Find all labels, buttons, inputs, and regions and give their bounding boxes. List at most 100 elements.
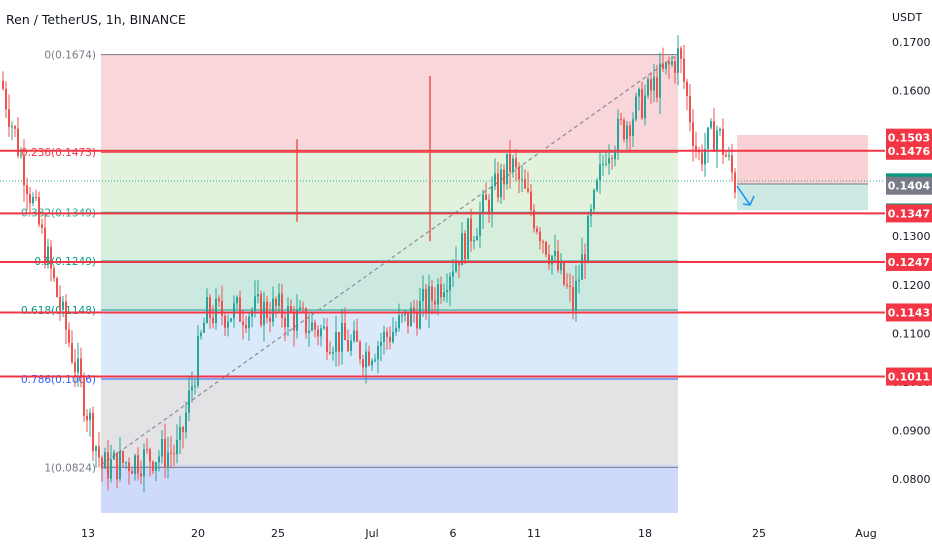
support-resistance-lines[interactable]: [0, 149, 885, 378]
candle-body: [359, 341, 361, 360]
candle-body: [425, 288, 427, 314]
fib-zone-05-0618: [101, 260, 678, 309]
candle-body: [161, 438, 163, 457]
candle-body: [296, 310, 298, 331]
candle-body: [8, 109, 10, 127]
candle-body: [164, 438, 166, 467]
candle-body: [527, 188, 529, 192]
candle-body: [323, 326, 325, 329]
candle-body: [137, 455, 139, 474]
candle-body: [644, 95, 646, 119]
candle-body: [596, 180, 598, 191]
candle-body: [92, 412, 94, 451]
candle-body: [383, 331, 385, 342]
candle-body: [26, 185, 28, 195]
short-position-tool[interactable]: [737, 135, 868, 210]
candle-body: [95, 446, 97, 451]
price-badge-label: 0.1503: [888, 132, 930, 145]
candle-body: [692, 122, 694, 146]
candle-body: [236, 297, 238, 304]
price-unit-label: USDT: [892, 11, 923, 24]
candle-body: [716, 130, 718, 152]
candle-body: [320, 328, 322, 337]
candle-body: [620, 118, 622, 120]
candle-body: [83, 377, 85, 416]
candle-body: [401, 314, 403, 316]
candle-body: [74, 362, 76, 373]
candle-body: [98, 446, 100, 458]
candle-body: [599, 164, 601, 181]
candle-body: [143, 449, 145, 477]
candle-body: [575, 280, 577, 310]
candle-body: [5, 88, 7, 110]
candle-body: [593, 190, 595, 210]
candle-body: [704, 148, 706, 165]
candle-body: [134, 455, 136, 474]
candle-body: [53, 268, 55, 279]
candle-body: [281, 293, 283, 318]
candle-body: [434, 300, 436, 305]
candle-body: [623, 119, 625, 140]
candle-body: [416, 313, 418, 329]
candle-body: [395, 328, 397, 333]
candle-body: [191, 386, 193, 391]
candle-body: [530, 191, 532, 210]
candle-body: [32, 197, 34, 204]
time-axis[interactable]: 13 20 25 Jul 6 11 18 25 Aug: [81, 527, 877, 540]
candle-body: [50, 246, 52, 269]
candle-body: [446, 290, 448, 293]
candle-body: [707, 127, 709, 149]
fib-trend-line[interactable]: [100, 53, 679, 466]
candle-body: [329, 352, 331, 354]
candle-body: [512, 158, 514, 172]
candle-body: [713, 121, 715, 152]
candle-body: [413, 307, 415, 314]
candle-body: [653, 77, 655, 91]
candle-body: [122, 451, 124, 463]
candle-body: [140, 473, 142, 477]
candle-body: [257, 294, 259, 297]
candle-body: [494, 173, 496, 187]
candle-body: [572, 286, 574, 310]
candle-body: [695, 145, 697, 152]
price-badge: [886, 367, 932, 386]
candle-body: [173, 453, 175, 455]
candle-body: [149, 449, 151, 462]
candle-body: [80, 358, 82, 378]
candle-body: [305, 308, 307, 333]
candle-body: [473, 240, 475, 242]
candle-body: [293, 312, 295, 331]
y-tick-label: 0.1600: [892, 85, 931, 98]
candle-body: [311, 322, 313, 331]
candle-body: [71, 342, 73, 363]
candle-body: [125, 462, 127, 464]
y-tick-label: 0.1700: [892, 36, 931, 49]
candle-body: [443, 292, 445, 298]
candle-body: [224, 315, 226, 328]
candle-body: [56, 278, 58, 297]
candle-body: [536, 228, 538, 232]
candle-body: [665, 62, 667, 69]
price-badge: [886, 252, 932, 271]
candle-body: [110, 459, 112, 479]
candle-body: [407, 311, 409, 327]
candle-body: [341, 323, 343, 352]
candle-body: [686, 81, 688, 96]
chart-title: Ren / TetherUS, 1h, BINANCE: [6, 12, 186, 27]
candle-body: [497, 173, 499, 198]
x-tick-label: 11: [527, 527, 541, 540]
candle-body: [362, 359, 364, 368]
candle-body: [176, 439, 178, 455]
price-badges: 0.15030.14760.14110.14040.13490.13470.12…: [886, 128, 932, 386]
candle-body: [182, 426, 184, 432]
x-tick-label: 6: [450, 527, 457, 540]
candle-body: [689, 95, 691, 123]
short-target-zone: [737, 184, 868, 210]
candle-body: [722, 128, 724, 155]
candle-body: [185, 412, 187, 432]
candle-body: [272, 298, 274, 322]
candle-body: [377, 346, 379, 360]
fib-label: 0(0.1674): [44, 50, 96, 62]
candle-body: [389, 336, 391, 342]
